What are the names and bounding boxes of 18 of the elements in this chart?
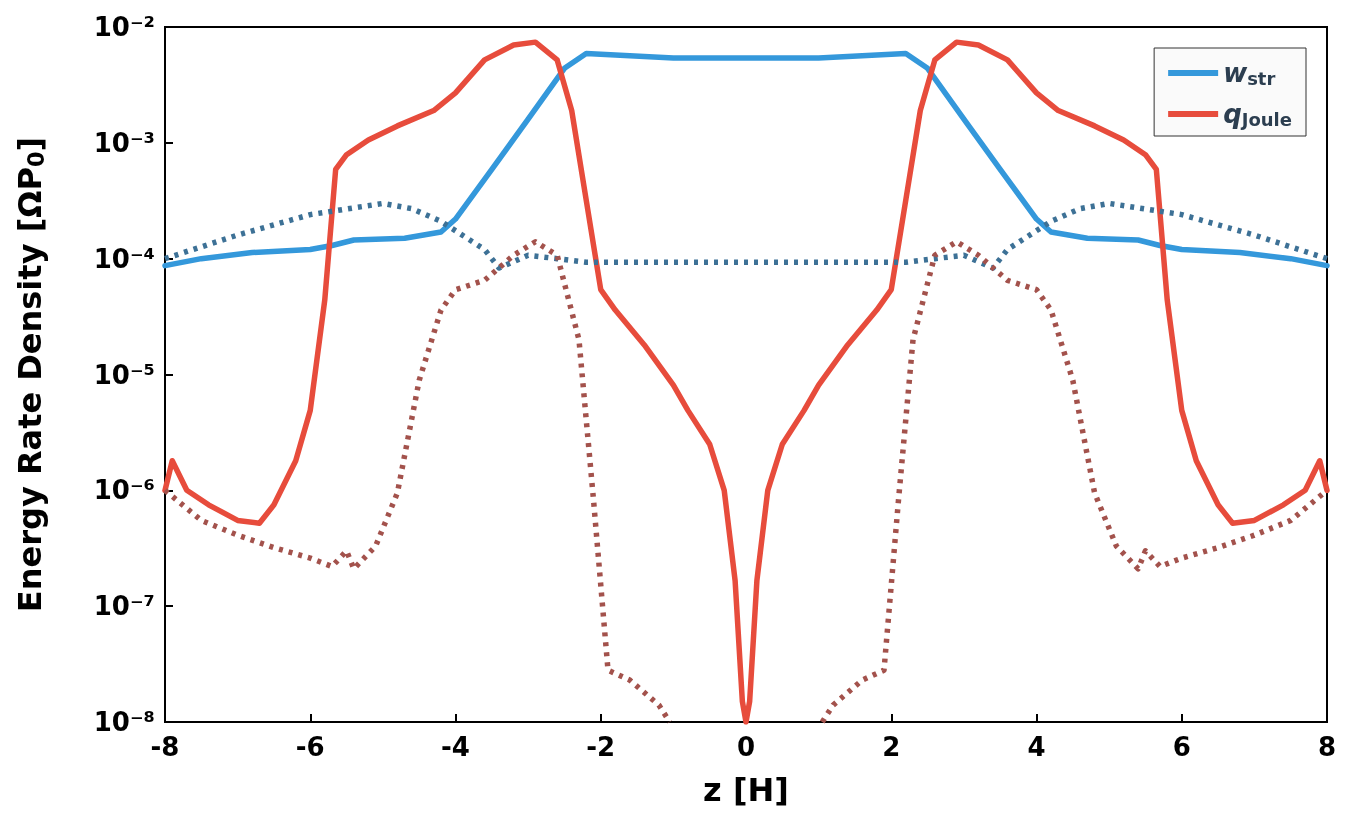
x-tick-label: -4	[441, 732, 470, 762]
legend-label: wstr	[1223, 58, 1276, 89]
legend-label: qJoule	[1223, 99, 1293, 130]
y-tick-label: 10⁻⁶	[93, 475, 155, 506]
x-tick-label: 4	[1027, 732, 1046, 762]
x-tick-label: 0	[736, 732, 756, 762]
y-axis-title: Energy Rate Density [ΩP0]	[11, 136, 50, 613]
y-tick-label: 10⁻⁴	[93, 243, 155, 274]
x-tick-label: 2	[882, 732, 901, 762]
y-tick-label: 10⁻³	[93, 127, 155, 158]
y-tick-label: 10⁻⁷	[93, 591, 155, 622]
x-tick-label: -6	[295, 732, 325, 762]
x-tick-label: 6	[1172, 732, 1191, 762]
x-tick-label: 8	[1317, 732, 1337, 762]
y-tick-label: 10⁻²	[93, 12, 155, 42]
y-tick-label: 10⁻⁵	[93, 359, 155, 390]
x-tick-label: -2	[586, 732, 616, 762]
x-axis-title: z [H]	[703, 771, 789, 809]
